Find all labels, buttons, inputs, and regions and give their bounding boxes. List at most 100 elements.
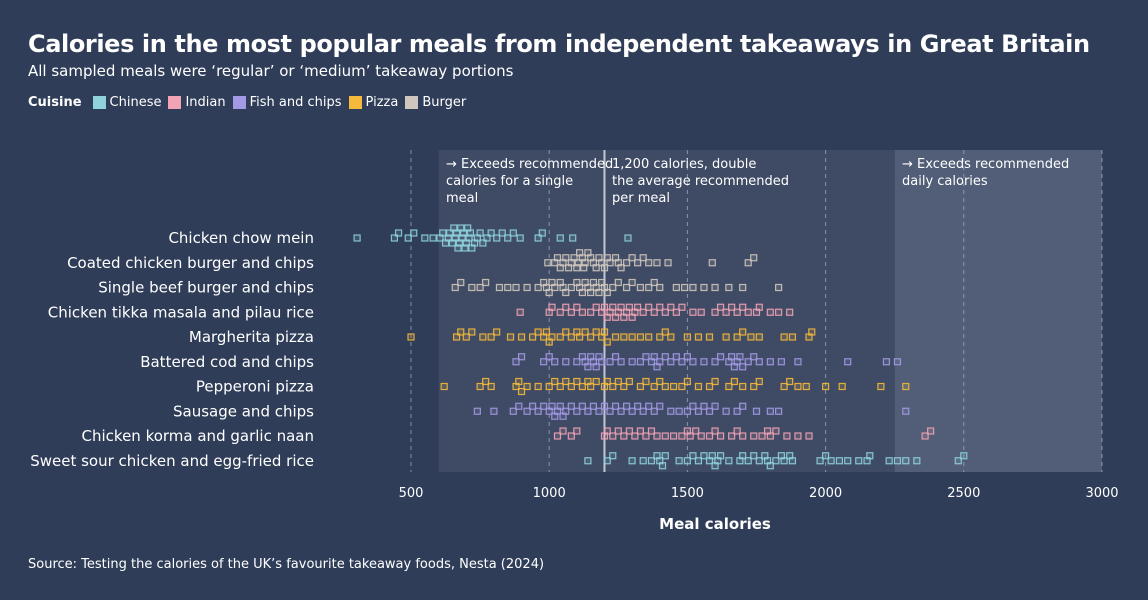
data-point — [584, 457, 592, 465]
data-point — [647, 427, 656, 435]
data-point — [573, 264, 581, 272]
data-point — [893, 457, 902, 465]
shaded-region — [438, 150, 895, 472]
data-point — [581, 328, 589, 336]
data-point — [617, 303, 625, 311]
data-point — [545, 288, 553, 297]
data-point — [595, 288, 603, 297]
data-point — [711, 308, 719, 316]
data-point — [512, 283, 520, 292]
data-point — [744, 259, 752, 267]
data-point — [733, 407, 741, 415]
data-point — [716, 452, 725, 460]
data-point — [562, 288, 570, 297]
data-point — [548, 333, 556, 341]
data-point — [636, 382, 645, 391]
data-point — [592, 377, 600, 386]
data-point — [683, 333, 692, 341]
data-point — [504, 234, 512, 242]
data-point — [439, 229, 447, 237]
data-point — [658, 462, 667, 470]
data-point — [708, 259, 716, 267]
data-point — [650, 308, 658, 316]
data-point — [548, 303, 556, 311]
data-point — [551, 377, 559, 386]
data-point — [578, 382, 586, 391]
data-point — [656, 402, 664, 410]
data-point — [516, 234, 524, 242]
data-point — [694, 382, 703, 391]
data-point — [487, 382, 495, 391]
data-point — [692, 427, 700, 435]
data-point — [624, 234, 632, 242]
legend-title: Cuisine — [28, 95, 82, 110]
data-point — [458, 234, 466, 242]
data-point — [509, 407, 517, 415]
data-point — [827, 457, 835, 465]
data-point — [877, 382, 885, 391]
data-point — [697, 432, 705, 440]
data-point — [611, 353, 620, 361]
data-point — [661, 353, 669, 361]
data-point — [540, 402, 548, 410]
data-point — [567, 283, 575, 292]
data-point — [440, 382, 448, 391]
data-point — [656, 358, 664, 366]
data-point — [882, 358, 891, 366]
data-point — [678, 303, 686, 311]
data-point — [672, 353, 680, 361]
data-point — [739, 382, 747, 391]
data-point — [661, 452, 669, 460]
category-label: Chicken chow mein — [168, 229, 314, 247]
data-point — [725, 283, 733, 292]
x-tick-label: 2000 — [809, 486, 842, 501]
data-point — [598, 358, 606, 366]
data-point — [711, 427, 719, 435]
data-point — [678, 432, 686, 440]
data-point — [421, 234, 429, 242]
category-label: Sausage and chips — [173, 402, 314, 420]
data-point — [650, 382, 658, 391]
data-point — [534, 328, 542, 336]
data-point — [622, 402, 631, 410]
data-point — [661, 432, 669, 440]
data-point — [683, 377, 692, 386]
data-point — [600, 303, 609, 311]
data-point — [603, 377, 611, 386]
data-point — [493, 328, 501, 336]
data-point — [739, 328, 747, 336]
data-point — [794, 432, 802, 440]
data-point — [482, 278, 490, 287]
data-point — [634, 303, 642, 311]
data-point — [473, 407, 481, 415]
data-point — [902, 407, 910, 415]
data-point — [642, 432, 650, 440]
data-point — [747, 333, 755, 341]
data-point — [454, 244, 462, 252]
category-label: Sweet sour chicken and egg-fried rice — [30, 452, 314, 470]
data-point — [913, 457, 921, 465]
data-point — [786, 308, 794, 316]
data-point — [512, 358, 520, 366]
data-point — [515, 377, 523, 386]
data-point — [628, 333, 636, 341]
data-point — [487, 229, 495, 237]
data-point — [675, 457, 683, 465]
data-point — [697, 308, 705, 316]
data-point — [578, 288, 586, 297]
data-point — [628, 457, 636, 465]
data-point — [816, 457, 824, 465]
data-point — [733, 427, 741, 435]
data-point — [562, 358, 570, 366]
data-point — [551, 358, 559, 366]
data-point — [664, 259, 672, 267]
data-point — [645, 303, 653, 311]
data-point — [390, 234, 399, 242]
data-point — [548, 402, 556, 410]
data-point — [728, 353, 736, 361]
data-point — [553, 432, 562, 440]
data-point — [620, 432, 628, 440]
data-point — [540, 358, 548, 366]
data-point — [609, 382, 617, 391]
